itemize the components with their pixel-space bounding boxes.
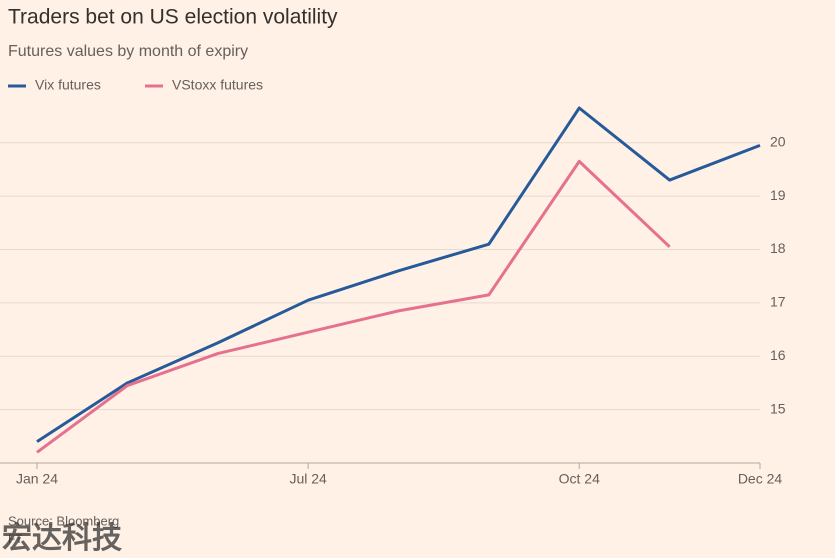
chart-title: Traders bet on US election volatility: [8, 6, 338, 29]
credit: FT: [8, 532, 23, 546]
x-tick-label: Jan 24: [16, 471, 58, 487]
line-series: [36, 106, 761, 443]
line-series: [36, 159, 671, 454]
chart-subtitle: Futures values by month of expiry: [8, 43, 248, 60]
legend-label: Vix futures: [35, 77, 101, 93]
y-tick-label: 17: [770, 294, 786, 310]
legend-label: VStoxx futures: [172, 77, 263, 93]
source: Source: Bloomberg: [8, 513, 119, 528]
y-tick-label: 20: [770, 133, 786, 149]
x-tick-label: Dec 24: [738, 471, 783, 487]
x-tick-label: Jul 24: [289, 471, 327, 487]
watermark: 宏达科技: [2, 521, 122, 555]
x-tick-label: Oct 24: [559, 471, 600, 487]
y-tick-label: 19: [770, 187, 786, 203]
y-tick-label: 18: [770, 240, 786, 256]
y-tick-label: 15: [770, 400, 786, 416]
y-tick-label: 16: [770, 347, 786, 363]
